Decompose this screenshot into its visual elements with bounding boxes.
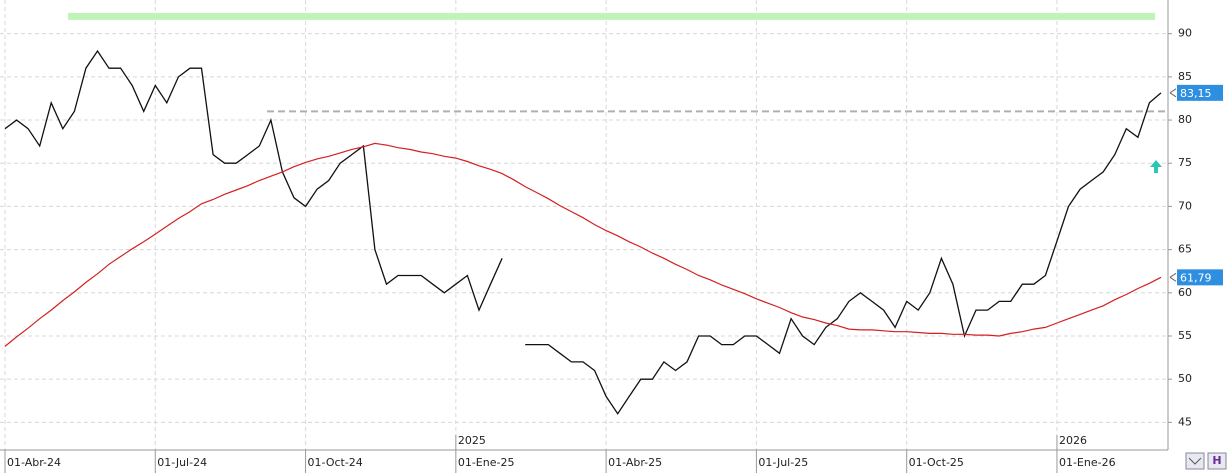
year-label: 2026 [1059, 434, 1087, 447]
y-tick-label: 45 [1178, 415, 1192, 428]
price-label: 83,15 [1180, 87, 1212, 100]
x-tick-label: 01-Jul-24 [157, 456, 207, 469]
y-tick-label: 90 [1178, 27, 1192, 40]
x-tick-label: 01-Oct-25 [909, 456, 964, 469]
save-icon: H [1212, 454, 1221, 467]
series-line [4, 49, 1162, 415]
scroll-icon [1188, 457, 1202, 465]
x-tick-label: 01-Ene-25 [458, 456, 515, 469]
price-label-box [1177, 84, 1223, 101]
save-button[interactable] [1207, 452, 1227, 470]
x-tick-label: 01-Jul-25 [758, 456, 808, 469]
y-tick-label: 75 [1178, 156, 1192, 169]
y-tick-label: 60 [1178, 286, 1192, 299]
price-label-box [1177, 269, 1223, 286]
series-line [4, 142, 1162, 347]
year-label: 2025 [458, 434, 486, 447]
y-tick-label: 55 [1178, 329, 1192, 342]
scroll-button[interactable] [1185, 452, 1205, 470]
x-tick-label: 01-Abr-24 [7, 456, 61, 469]
x-tick-label: 01-Abr-25 [608, 456, 662, 469]
price-pointer [1169, 272, 1177, 282]
y-tick-label: 85 [1178, 70, 1192, 83]
y-tick-label: 65 [1178, 243, 1192, 256]
x-tick-label: 01-Oct-24 [308, 456, 363, 469]
x-tick-label: 01-Ene-26 [1059, 456, 1116, 469]
price-label: 61,79 [1180, 271, 1212, 284]
y-tick-label: 50 [1178, 372, 1192, 385]
price-pointer [1169, 88, 1177, 98]
y-tick-label: 80 [1178, 113, 1192, 126]
y-tick-label: 70 [1178, 199, 1192, 212]
signal-arrow [1150, 160, 1162, 173]
plot-area [0, 0, 1168, 450]
